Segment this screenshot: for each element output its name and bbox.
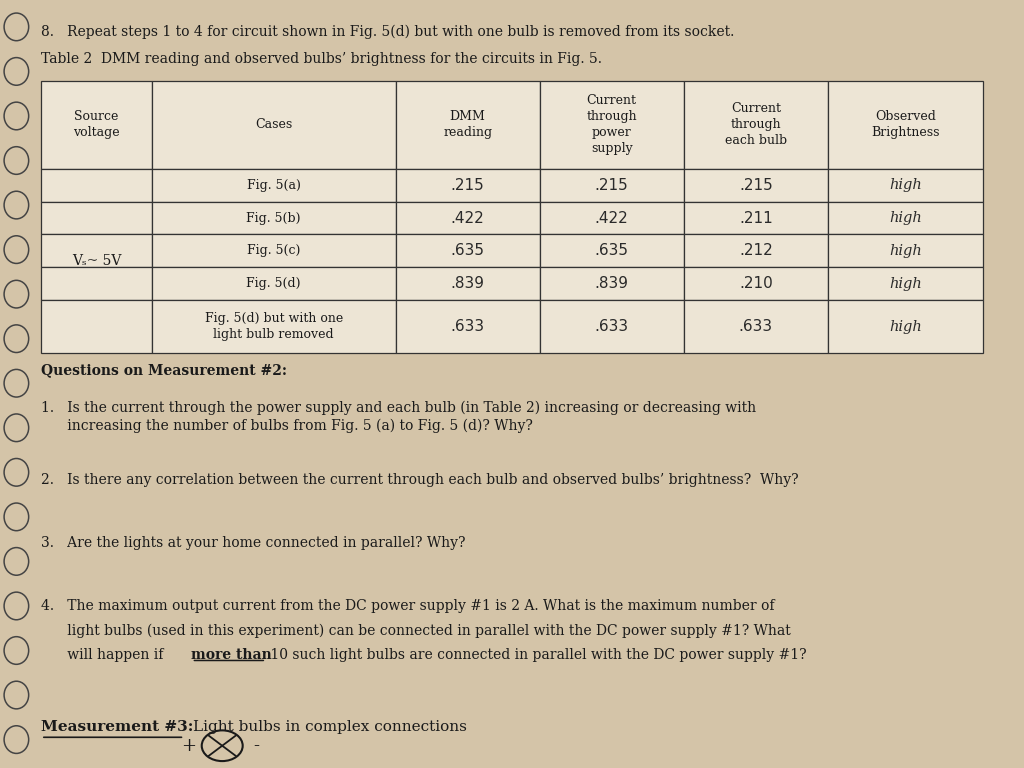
Text: .422: .422	[451, 210, 484, 226]
Bar	[827, 300, 983, 353]
Text: will happen if: will happen if	[41, 648, 168, 662]
Text: .633: .633	[595, 319, 629, 334]
Text: .210: .210	[739, 276, 773, 291]
Text: Light bulbs in complex connections: Light bulbs in complex connections	[193, 720, 466, 734]
Bar	[395, 202, 540, 234]
Bar	[684, 300, 827, 353]
Text: more than: more than	[191, 648, 272, 662]
Text: high: high	[889, 276, 922, 290]
Text: .633: .633	[738, 319, 773, 334]
Text: 8.   Repeat steps 1 to 4 for circuit shown in Fig. 5(d) but with one bulb is rem: 8. Repeat steps 1 to 4 for circuit shown…	[41, 25, 734, 39]
Bar	[41, 202, 152, 234]
Bar	[827, 202, 983, 234]
Text: Vₛ~ 5V: Vₛ~ 5V	[72, 254, 121, 268]
Bar	[152, 267, 395, 300]
Text: light bulbs (used in this experiment) can be connected in parallel with the DC p: light bulbs (used in this experiment) ca…	[41, 624, 791, 638]
Bar	[827, 267, 983, 300]
Bar	[540, 202, 684, 234]
Text: Fig. 5(a): Fig. 5(a)	[247, 179, 301, 192]
Bar	[41, 81, 152, 169]
Bar	[41, 267, 152, 300]
Text: .839: .839	[451, 276, 484, 291]
Text: DMM
reading: DMM reading	[443, 111, 493, 139]
Text: high: high	[889, 211, 922, 225]
Text: Fig. 5(d): Fig. 5(d)	[247, 277, 301, 290]
Text: Questions on Measurement #2:: Questions on Measurement #2:	[41, 363, 287, 377]
Text: .215: .215	[739, 178, 773, 193]
Text: Current
through
power
supply: Current through power supply	[587, 94, 637, 155]
Text: Observed
Brightness: Observed Brightness	[871, 111, 940, 139]
Bar	[684, 81, 827, 169]
Text: Fig. 5(d) but with one
light bulb removed: Fig. 5(d) but with one light bulb remove…	[205, 312, 343, 341]
Bar	[152, 169, 395, 202]
Bar	[540, 234, 684, 267]
Bar	[540, 169, 684, 202]
Bar	[152, 81, 395, 169]
Bar	[684, 169, 827, 202]
Bar	[684, 267, 827, 300]
Text: 1.   Is the current through the power supply and each bulb (in Table 2) increasi: 1. Is the current through the power supp…	[41, 400, 756, 433]
Bar	[827, 81, 983, 169]
Bar	[41, 169, 152, 202]
Text: high: high	[889, 319, 922, 333]
Text: .635: .635	[451, 243, 484, 258]
Text: .212: .212	[739, 243, 773, 258]
Text: 10 such light bulbs are connected in parallel with the DC power supply #1?: 10 such light bulbs are connected in par…	[266, 648, 807, 662]
Text: .635: .635	[595, 243, 629, 258]
Text: .839: .839	[595, 276, 629, 291]
Text: .633: .633	[451, 319, 484, 334]
Text: Source
voltage: Source voltage	[73, 111, 120, 139]
Text: 2.   Is there any correlation between the current through each bulb and observed: 2. Is there any correlation between the …	[41, 473, 799, 487]
Bar	[827, 169, 983, 202]
Text: .211: .211	[739, 210, 773, 226]
Bar	[540, 267, 684, 300]
Text: Cases: Cases	[255, 118, 292, 131]
Bar	[152, 234, 395, 267]
Text: .422: .422	[595, 210, 629, 226]
Text: .215: .215	[451, 178, 484, 193]
Bar	[684, 234, 827, 267]
Text: -: -	[253, 737, 259, 755]
Bar	[395, 267, 540, 300]
Text: Current
through
each bulb: Current through each bulb	[725, 102, 786, 147]
Text: .215: .215	[595, 178, 629, 193]
Bar	[395, 234, 540, 267]
Text: 4.   The maximum output current from the DC power supply #1 is 2 A. What is the : 4. The maximum output current from the D…	[41, 599, 774, 613]
Bar	[540, 81, 684, 169]
Bar	[41, 234, 152, 267]
Bar	[395, 81, 540, 169]
Text: high: high	[889, 244, 922, 258]
Text: +: +	[181, 737, 197, 755]
Text: 3.   Are the lights at your home connected in parallel? Why?: 3. Are the lights at your home connected…	[41, 536, 466, 550]
Bar	[684, 202, 827, 234]
Text: Fig. 5(b): Fig. 5(b)	[247, 212, 301, 224]
Text: Fig. 5(c): Fig. 5(c)	[247, 244, 300, 257]
Bar	[395, 300, 540, 353]
Bar	[152, 202, 395, 234]
Text: Table 2  DMM reading and observed bulbs’ brightness for the circuits in Fig. 5.: Table 2 DMM reading and observed bulbs’ …	[41, 52, 602, 66]
Text: high: high	[889, 178, 922, 192]
Bar	[827, 234, 983, 267]
Bar	[540, 300, 684, 353]
Bar	[152, 300, 395, 353]
Bar	[41, 300, 152, 353]
Text: Measurement #3:: Measurement #3:	[41, 720, 194, 734]
Bar	[395, 169, 540, 202]
